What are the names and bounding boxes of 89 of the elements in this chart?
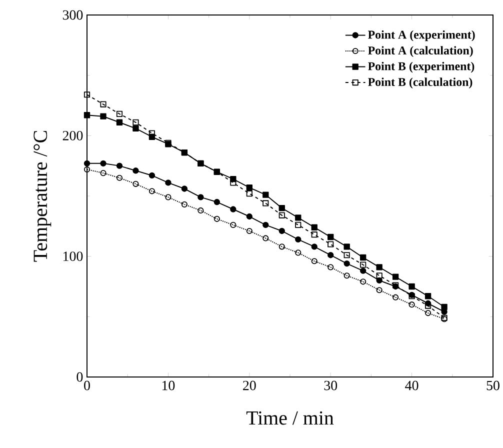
point [165,180,172,186]
point [181,186,188,192]
point [278,212,285,218]
point [425,302,432,309]
point [311,232,318,238]
point [344,260,350,267]
point [262,222,269,228]
point [376,272,382,279]
point [116,119,123,126]
point [230,180,236,186]
x-tick-label: 50 [486,380,500,390]
point [214,216,220,222]
point [148,172,156,179]
point [100,170,106,176]
point [311,224,318,230]
x-tick-label: 30 [324,380,338,390]
y-tick-label: 100 [63,252,83,262]
point [198,207,204,214]
point [116,162,123,169]
point [116,110,123,117]
point [441,304,448,310]
legend-label: Point B (experiment) [368,62,474,73]
point [84,112,90,118]
point [84,160,90,166]
y-tick-label: 300 [62,10,83,20]
point [425,310,432,316]
legend-label: Point B (calculation) [368,78,472,88]
point [262,235,269,242]
point [295,236,302,243]
x-tick-label: 20 [243,380,256,390]
point [328,241,334,248]
point [376,264,382,270]
point [198,194,204,200]
point [311,258,318,264]
legend-label: Point A (experiment) [368,30,475,42]
point [246,190,252,197]
point [165,194,172,200]
point [376,287,382,294]
point [148,188,156,194]
point [132,125,139,132]
y-tick-label: 0 [76,372,83,382]
point [328,252,334,258]
point [278,204,285,212]
point [408,283,415,290]
x-tick-label: 40 [405,380,418,390]
legend-label: Point A (calculation) [368,46,473,57]
y-tick-label: 200 [62,130,83,140]
point [116,174,123,181]
point [230,222,236,228]
x-tick-label: 0 [84,380,90,390]
point [344,272,350,279]
point [360,268,366,274]
point [132,168,139,174]
point [214,198,220,206]
point [132,119,139,126]
point [295,222,302,228]
point [392,294,399,300]
point [295,250,302,256]
point [84,166,90,172]
point [311,244,318,250]
point [100,160,106,166]
point [100,113,106,120]
point [344,244,350,250]
point [328,264,334,270]
point [262,192,269,198]
y-axis-title: Temperature /°C [34,130,52,262]
point [100,101,106,108]
point [392,274,399,280]
point [246,213,252,220]
point [230,206,236,212]
x-axis-title: Time / min [246,411,334,425]
point [295,214,302,221]
point [376,277,382,284]
point [278,228,285,234]
point [424,293,432,300]
point [246,184,252,191]
point [84,92,90,98]
point [246,228,252,234]
point [344,252,350,258]
point [262,200,269,206]
point [278,244,285,250]
point [360,278,366,285]
point [328,234,334,240]
point [360,254,366,261]
point [132,180,139,187]
x-tick-label: 10 [162,380,175,390]
point [408,302,415,308]
point [181,201,188,208]
point [360,262,366,268]
